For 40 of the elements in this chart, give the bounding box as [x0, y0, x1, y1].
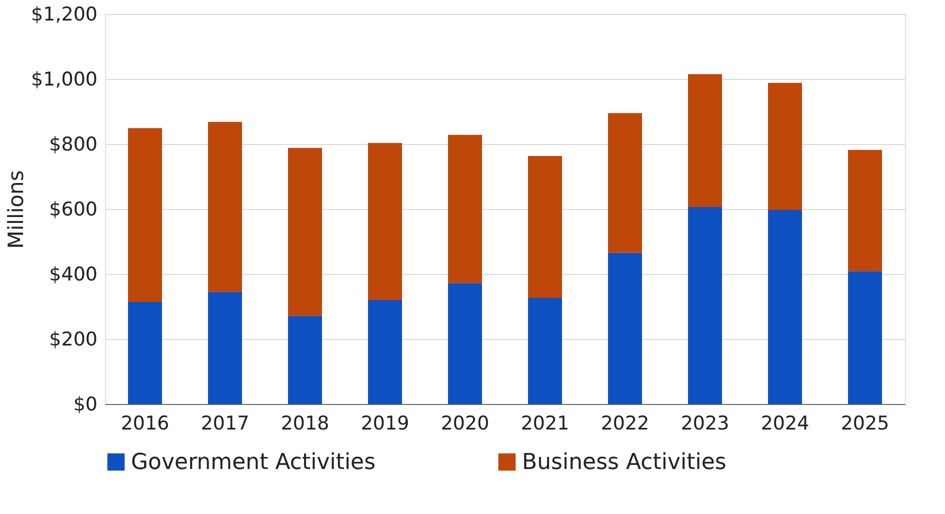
y-tick-label: $0 — [73, 394, 98, 416]
bar — [688, 207, 722, 404]
y-tick-label: $200 — [49, 328, 98, 350]
bar — [608, 252, 642, 404]
x-tick-label: 2017 — [200, 412, 250, 434]
bar — [848, 150, 882, 272]
bar — [608, 113, 642, 253]
y-tick-label: $600 — [49, 198, 98, 220]
x-tick-label: 2016 — [120, 412, 170, 434]
x-tick-label: 2020 — [440, 412, 490, 434]
bar — [448, 134, 482, 284]
bar — [768, 210, 802, 404]
x-tick-label: 2021 — [520, 412, 570, 434]
bar — [528, 156, 562, 298]
bar — [528, 298, 562, 404]
bar — [128, 302, 162, 404]
x-tick-label: 2025 — [840, 412, 890, 434]
bar — [688, 74, 722, 208]
x-tick-label: 2024 — [760, 412, 810, 434]
y-tick-label: $1,000 — [31, 68, 98, 90]
x-tick-label: 2019 — [360, 412, 410, 434]
x-tick-label: 2018 — [280, 412, 330, 434]
bar — [768, 82, 802, 210]
bar — [368, 143, 402, 300]
bar — [208, 292, 242, 404]
y-tick-label: $1,200 — [31, 4, 98, 26]
bar — [208, 122, 242, 292]
bar — [288, 316, 322, 404]
bar — [848, 271, 882, 404]
x-tick-label: 2022 — [600, 412, 650, 434]
y-tick-label: $400 — [49, 264, 98, 286]
x-tick-label: 2023 — [680, 412, 730, 434]
y-axis-title: Millions — [4, 170, 28, 249]
legend-label: Business Activities — [522, 450, 726, 475]
bar — [368, 300, 402, 404]
y-tick-label: $800 — [49, 134, 98, 156]
bar — [128, 128, 162, 302]
bar — [448, 283, 482, 404]
bar — [288, 148, 322, 316]
legend-label: Government Activities — [131, 450, 376, 475]
